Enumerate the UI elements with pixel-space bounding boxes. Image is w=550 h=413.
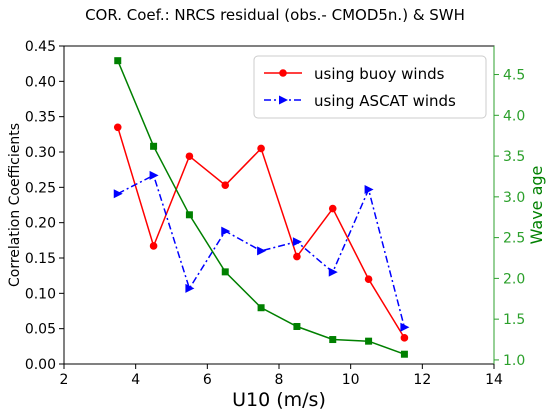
data-point	[185, 283, 195, 293]
data-point	[364, 184, 374, 194]
series-layer	[113, 57, 410, 358]
y-axis-right-label: Wave age	[527, 166, 546, 245]
data-point	[328, 267, 338, 277]
data-point	[185, 211, 193, 219]
x-tick-label: 2	[60, 372, 69, 388]
data-point	[114, 57, 122, 65]
y-right-tick-label: 4.5	[503, 68, 525, 84]
y-right-tick-label: 1.0	[503, 353, 525, 369]
data-point	[400, 350, 408, 358]
data-point	[292, 237, 302, 247]
data-point	[293, 322, 301, 330]
series-2	[114, 57, 408, 358]
y-tick-label: 0.05	[25, 322, 56, 338]
x-tick-label: 12	[413, 372, 431, 388]
legend-ascat-label: using ASCAT winds	[314, 92, 456, 110]
y-tick-label: 0.45	[25, 39, 56, 55]
legend-ascat-marker	[279, 95, 288, 105]
x-tick-label: 14	[485, 372, 503, 388]
y-tick-label: 0.40	[25, 74, 56, 90]
data-point	[149, 170, 159, 180]
y-tick-label: 0.10	[25, 286, 56, 302]
data-point	[329, 336, 337, 344]
y-right-tick-label: 3.0	[503, 190, 525, 206]
y-axis-left-ticks: 0.00 0.05 0.10 0.15 0.20 0.25 0.30 0.35 0.40 0.45	[25, 39, 64, 373]
y-right-tick-label: 3.5	[503, 149, 525, 165]
data-point	[150, 142, 158, 150]
data-point	[364, 275, 373, 284]
y-axis-left-label: Correlation Coefficients	[7, 123, 23, 287]
legend-buoy-label: using buoy winds	[314, 65, 445, 83]
y-tick-label: 0.35	[25, 110, 56, 126]
data-point	[221, 268, 229, 276]
y-tick-label: 0.30	[25, 145, 56, 161]
x-tick-label: 10	[342, 372, 360, 388]
legend: using buoy winds using ASCAT winds	[253, 55, 487, 119]
data-point	[149, 242, 158, 250]
x-axis-ticks: 2 4 6 8 10 12 14	[60, 364, 503, 388]
x-tick-label: 4	[131, 372, 140, 388]
data-point	[221, 181, 230, 190]
y-tick-label: 0.15	[25, 251, 56, 267]
series-line	[117, 174, 406, 328]
x-axis-label: U10 (m/s)	[232, 389, 326, 411]
data-point	[257, 304, 265, 312]
data-point	[257, 144, 265, 153]
y-right-tick-label: 1.5	[503, 312, 525, 328]
series-1	[113, 170, 410, 332]
data-point	[365, 337, 373, 345]
x-tick-label: 8	[275, 372, 284, 388]
chart-title: COR. Coef.: NRCS residual (obs.- CMOD5n.…	[85, 6, 465, 24]
y-tick-label: 0.25	[25, 180, 56, 196]
data-point	[257, 246, 267, 256]
x-tick-label: 6	[203, 372, 212, 388]
y-axis-right-ticks: 1.0 1.5 2.0 2.5 3.0 3.5 4.0 4.5	[494, 68, 525, 369]
y-right-tick-label: 2.5	[503, 231, 525, 247]
series-0	[113, 123, 409, 342]
data-point	[400, 334, 409, 342]
data-point	[221, 226, 231, 236]
data-point	[400, 322, 410, 332]
y-tick-label: 0.00	[25, 357, 56, 373]
y-right-tick-label: 4.0	[503, 108, 525, 124]
data-point	[113, 123, 122, 132]
data-point	[328, 204, 337, 213]
y-tick-label: 0.20	[25, 216, 56, 232]
legend-buoy-marker	[279, 69, 287, 77]
y-right-tick-label: 2.0	[503, 271, 525, 287]
legend-box	[253, 55, 487, 119]
data-point	[113, 189, 123, 199]
data-point	[293, 252, 301, 261]
data-point	[185, 152, 194, 161]
